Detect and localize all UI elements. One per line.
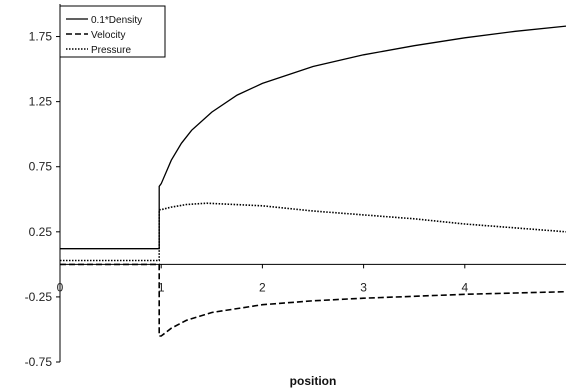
- series-line-1: [60, 25, 566, 250]
- legend-box: [59, 5, 166, 58]
- x-tick-label: 4: [461, 280, 468, 294]
- x-tick-label: 1: [158, 280, 165, 294]
- y-tick-label: -0.25: [25, 290, 53, 304]
- legend-label-1: 0.1*Density: [91, 15, 142, 26]
- y-tick-label: 1.25: [29, 95, 53, 109]
- legend-label-3: Pressure: [91, 45, 131, 56]
- y-tick-label: -0.75: [25, 355, 53, 369]
- series-line-3: [60, 202, 566, 262]
- x-tick-label: 3: [360, 280, 367, 294]
- x-tick-label: 0: [57, 280, 64, 294]
- ticks-group: -0.75 -0.25 0.25 0.75 1.25 1.75 0 1 2 3 4: [25, 30, 469, 369]
- series-line-2: [60, 263, 566, 337]
- legend-label-2: Velocity: [91, 30, 125, 41]
- y-tick-label: 1.75: [29, 30, 53, 44]
- legend: 0.1*Density Velocity Pressure: [59, 5, 166, 58]
- x-axis-label: position: [290, 374, 337, 388]
- series-group: [60, 25, 566, 337]
- x-tick-label: 2: [259, 280, 266, 294]
- axes-group: [59, 4, 566, 362]
- y-tick-label: 0.25: [29, 225, 53, 239]
- y-tick-label: 0.75: [29, 160, 53, 174]
